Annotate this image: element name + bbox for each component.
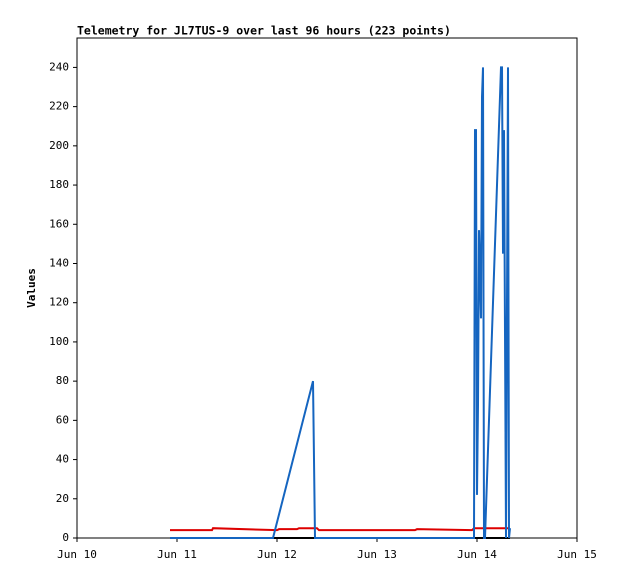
y-tick-label: 80 xyxy=(56,374,69,387)
data-line xyxy=(170,527,510,532)
x-tick-label: Jun 14 xyxy=(457,548,497,561)
y-tick-label: 100 xyxy=(49,335,69,348)
y-tick-label: 200 xyxy=(49,139,69,152)
data-line xyxy=(170,66,511,539)
y-tick-label: 60 xyxy=(56,413,69,426)
y-tick-label: 180 xyxy=(49,178,69,191)
x-tick-label: Jun 15 xyxy=(557,548,597,561)
x-tick-label: Jun 12 xyxy=(257,548,297,561)
x-tick-label: Jun 13 xyxy=(357,548,397,561)
y-tick-label: 40 xyxy=(56,453,69,466)
chart-title: Telemetry for JL7TUS-9 over last 96 hour… xyxy=(77,24,451,38)
y-tick-label: 220 xyxy=(49,100,69,113)
y-axis-label: Values xyxy=(25,268,38,308)
y-tick-label: 160 xyxy=(49,217,69,230)
y-tick-label: 0 xyxy=(62,531,69,544)
y-tick-label: 240 xyxy=(49,60,69,73)
y-tick-label: 140 xyxy=(49,256,69,269)
y-tick-label: 20 xyxy=(56,492,69,505)
x-tick-label: Jun 11 xyxy=(157,548,197,561)
x-tick-label: Jun 10 xyxy=(57,548,97,561)
y-tick-label: 120 xyxy=(49,296,69,309)
